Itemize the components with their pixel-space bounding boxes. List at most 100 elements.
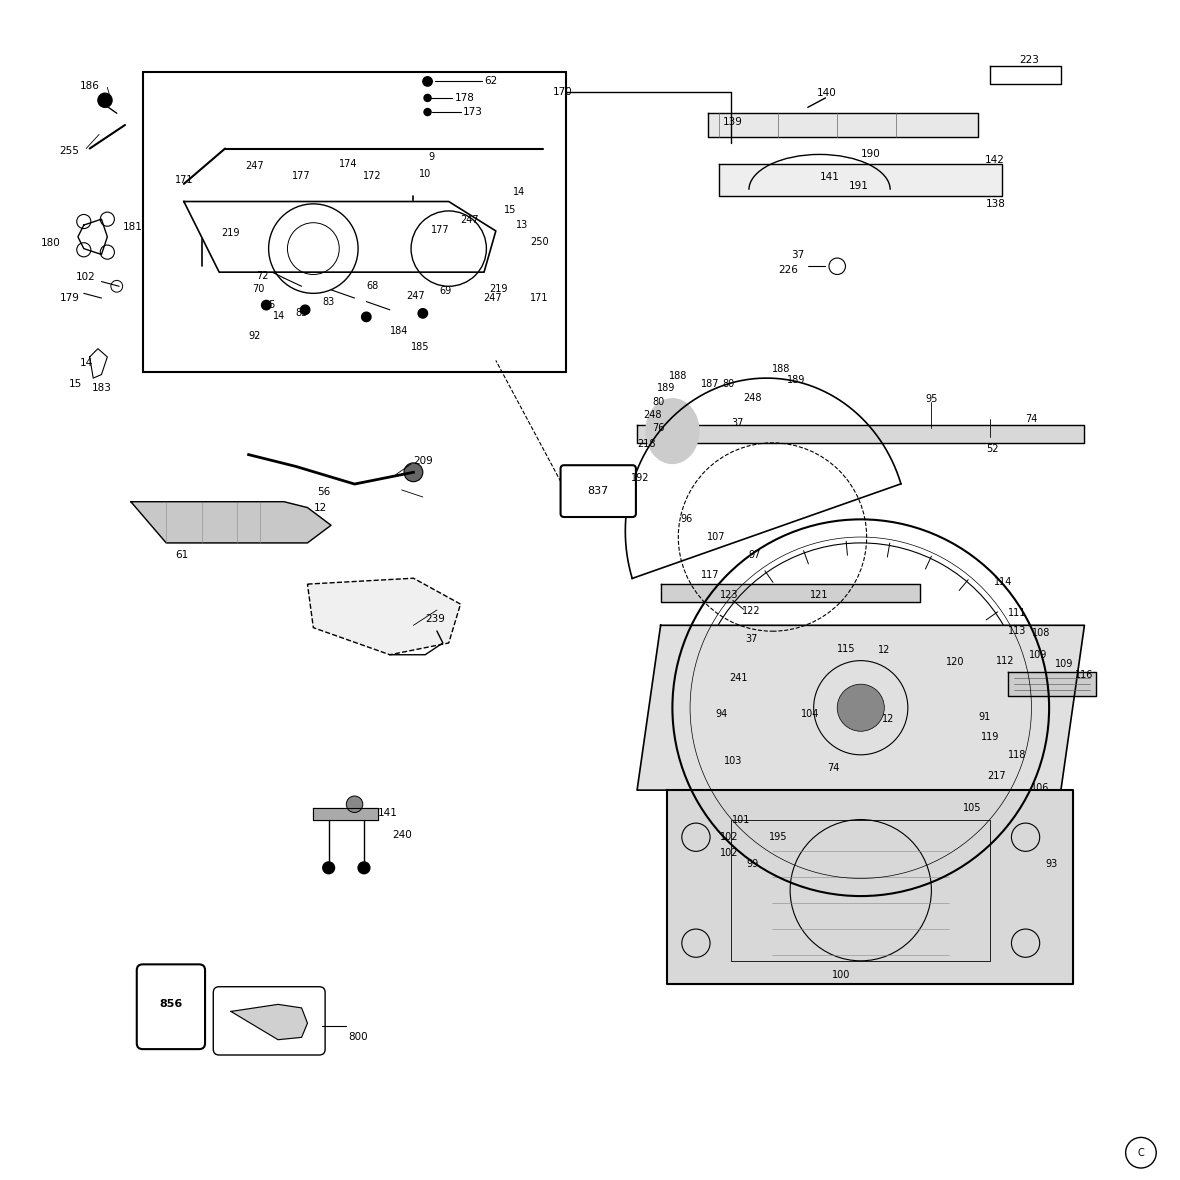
Polygon shape xyxy=(314,808,378,820)
Text: 188: 188 xyxy=(772,363,789,374)
Text: 105: 105 xyxy=(963,802,982,813)
Circle shape xyxy=(346,796,362,813)
Text: 218: 218 xyxy=(637,439,656,450)
Text: 109: 109 xyxy=(1055,658,1074,669)
Polygon shape xyxy=(131,502,332,543)
Text: 80: 80 xyxy=(723,379,735,389)
Text: 119: 119 xyxy=(981,732,999,742)
Text: 74: 74 xyxy=(1025,414,1037,425)
Text: 101: 101 xyxy=(732,814,749,825)
Text: 114: 114 xyxy=(994,577,1012,588)
Text: 70: 70 xyxy=(251,283,264,294)
Text: 184: 184 xyxy=(391,326,408,336)
Polygon shape xyxy=(708,113,978,137)
Text: 187: 187 xyxy=(701,379,720,389)
Text: 217: 217 xyxy=(986,771,1005,781)
Text: 115: 115 xyxy=(838,644,856,654)
Text: 15: 15 xyxy=(263,300,276,310)
Text: 177: 177 xyxy=(293,171,310,181)
Text: 173: 173 xyxy=(463,107,483,117)
Text: 12: 12 xyxy=(314,503,327,513)
Polygon shape xyxy=(661,584,919,602)
Text: 223: 223 xyxy=(1020,54,1040,65)
Text: 219: 219 xyxy=(489,283,507,294)
Text: 250: 250 xyxy=(530,236,549,247)
Text: 141: 141 xyxy=(378,808,398,818)
Text: 14: 14 xyxy=(513,188,525,197)
Polygon shape xyxy=(637,625,1084,791)
Text: 109: 109 xyxy=(1029,650,1048,661)
Text: 170: 170 xyxy=(552,87,572,97)
Text: 247: 247 xyxy=(245,162,264,171)
Text: 219: 219 xyxy=(222,228,241,238)
Circle shape xyxy=(422,77,432,86)
Text: 122: 122 xyxy=(742,607,761,616)
Text: 69: 69 xyxy=(439,286,451,296)
Text: 102: 102 xyxy=(720,847,739,858)
Text: 189: 189 xyxy=(657,382,676,393)
Text: 239: 239 xyxy=(425,614,445,624)
Text: 171: 171 xyxy=(530,293,549,303)
Text: 102: 102 xyxy=(77,271,96,282)
Circle shape xyxy=(838,684,884,732)
Text: 76: 76 xyxy=(653,422,664,433)
Text: 248: 248 xyxy=(743,393,762,404)
Text: 14: 14 xyxy=(273,310,286,321)
Text: 189: 189 xyxy=(787,375,805,386)
Text: 247: 247 xyxy=(460,216,479,225)
Circle shape xyxy=(98,93,112,107)
Text: C: C xyxy=(1138,1148,1145,1158)
Text: 172: 172 xyxy=(363,171,381,181)
Text: 74: 74 xyxy=(827,762,840,773)
Text: 138: 138 xyxy=(985,199,1005,209)
Text: 195: 195 xyxy=(769,832,787,843)
Text: 95: 95 xyxy=(925,394,938,405)
Text: 104: 104 xyxy=(801,709,819,719)
FancyBboxPatch shape xyxy=(137,964,205,1049)
Text: 13: 13 xyxy=(516,219,527,230)
Text: 37: 37 xyxy=(792,250,805,260)
Text: 247: 247 xyxy=(406,290,425,301)
Polygon shape xyxy=(1008,673,1096,696)
Text: 190: 190 xyxy=(860,149,880,159)
Text: 186: 186 xyxy=(80,81,99,91)
Text: 12: 12 xyxy=(881,715,894,725)
Bar xyxy=(143,72,566,372)
Text: 80: 80 xyxy=(653,396,664,407)
Text: 141: 141 xyxy=(820,172,839,183)
FancyBboxPatch shape xyxy=(560,465,636,517)
Text: 61: 61 xyxy=(176,550,189,560)
Circle shape xyxy=(262,301,271,310)
Circle shape xyxy=(418,309,427,319)
Text: 113: 113 xyxy=(1008,625,1027,636)
Polygon shape xyxy=(231,1004,308,1040)
Polygon shape xyxy=(667,791,1073,984)
Text: 180: 180 xyxy=(41,237,60,248)
Text: 112: 112 xyxy=(996,656,1015,667)
Polygon shape xyxy=(720,164,1002,196)
Text: 247: 247 xyxy=(483,293,501,303)
Text: 123: 123 xyxy=(720,590,739,599)
Circle shape xyxy=(301,306,310,315)
Text: 83: 83 xyxy=(322,296,335,307)
Circle shape xyxy=(323,861,335,873)
Circle shape xyxy=(424,109,431,116)
Text: 9: 9 xyxy=(428,152,434,162)
Text: 181: 181 xyxy=(123,222,143,232)
Text: 15: 15 xyxy=(68,379,83,389)
Text: 856: 856 xyxy=(159,999,183,1009)
Polygon shape xyxy=(184,202,496,273)
Text: 174: 174 xyxy=(340,159,358,169)
Circle shape xyxy=(358,861,369,873)
Text: 96: 96 xyxy=(681,514,693,524)
Text: 14: 14 xyxy=(79,358,93,368)
Ellipse shape xyxy=(645,399,699,464)
Text: 142: 142 xyxy=(984,155,1004,165)
Text: 255: 255 xyxy=(60,146,79,156)
Text: 209: 209 xyxy=(413,455,433,466)
Text: 12: 12 xyxy=(878,645,891,655)
Text: 185: 185 xyxy=(411,342,430,353)
Text: 139: 139 xyxy=(723,117,743,127)
Text: 37: 37 xyxy=(730,418,743,428)
Text: 94: 94 xyxy=(716,709,728,719)
